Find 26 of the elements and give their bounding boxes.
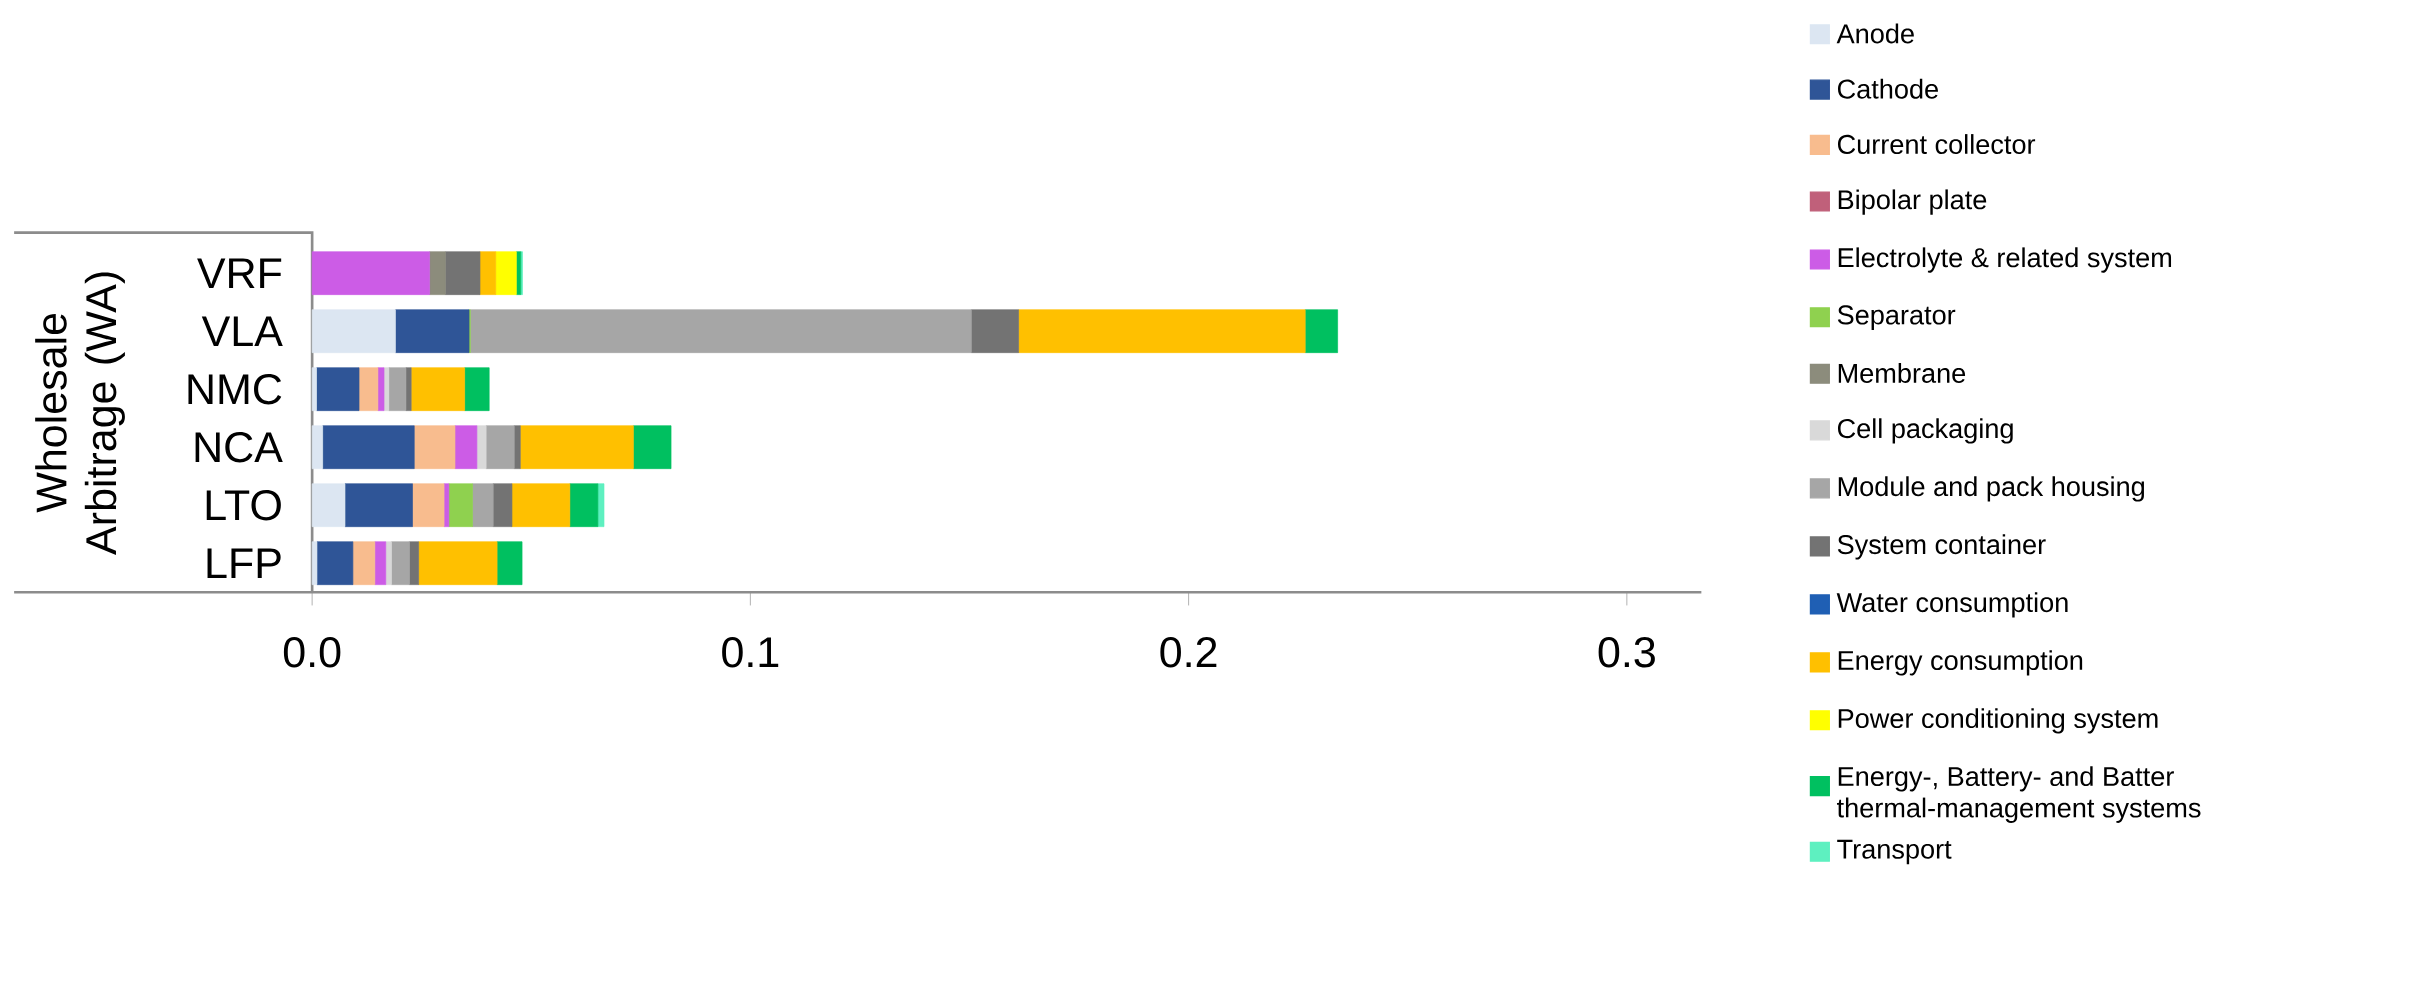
- legend-label: Power conditioning system: [1838, 708, 2158, 734]
- legend-label: Bipolar plate: [1838, 189, 1987, 215]
- x-tick-label: 0.3: [1598, 637, 1655, 668]
- legend-label: Cell packaging: [1837, 418, 2013, 444]
- legend-label: Electrolyte & related system: [1838, 247, 2172, 273]
- y-tick-label: VLA: [201, 316, 283, 347]
- legend-label: Water consumption: [1836, 592, 2068, 618]
- legend-label: System container: [1837, 534, 2046, 560]
- y-tick-label: VRF: [197, 258, 282, 289]
- legend-label: Transport: [1837, 839, 1952, 865]
- x-tick-label: 0.0: [283, 637, 341, 668]
- legend-label: Separator: [1837, 305, 1956, 331]
- legend-label: Membrane: [1838, 363, 1966, 384]
- legend-label: Module and pack housing: [1838, 476, 2144, 502]
- y-tick-label: NCA: [195, 432, 283, 463]
- legend-label: Cathode: [1837, 78, 1938, 99]
- y-tick-label: LTO: [206, 490, 281, 521]
- legend-label: Energy-, Battery- and Batter thermal-management systems: [1836, 766, 2201, 824]
- x-tick-label: 0.2: [1160, 637, 1217, 668]
- legend-label: Anode: [1836, 23, 1914, 44]
- y-axis-title: Wholesale Arbitrage (WA): [35, 272, 125, 556]
- x-tick-label: 0.1: [722, 637, 779, 668]
- y-tick-label: LFP: [207, 548, 281, 579]
- legend-label: Current collector: [1837, 134, 2036, 155]
- legend-label: Energy consumption: [1838, 650, 2083, 676]
- y-tick-label: NMC: [188, 374, 282, 405]
